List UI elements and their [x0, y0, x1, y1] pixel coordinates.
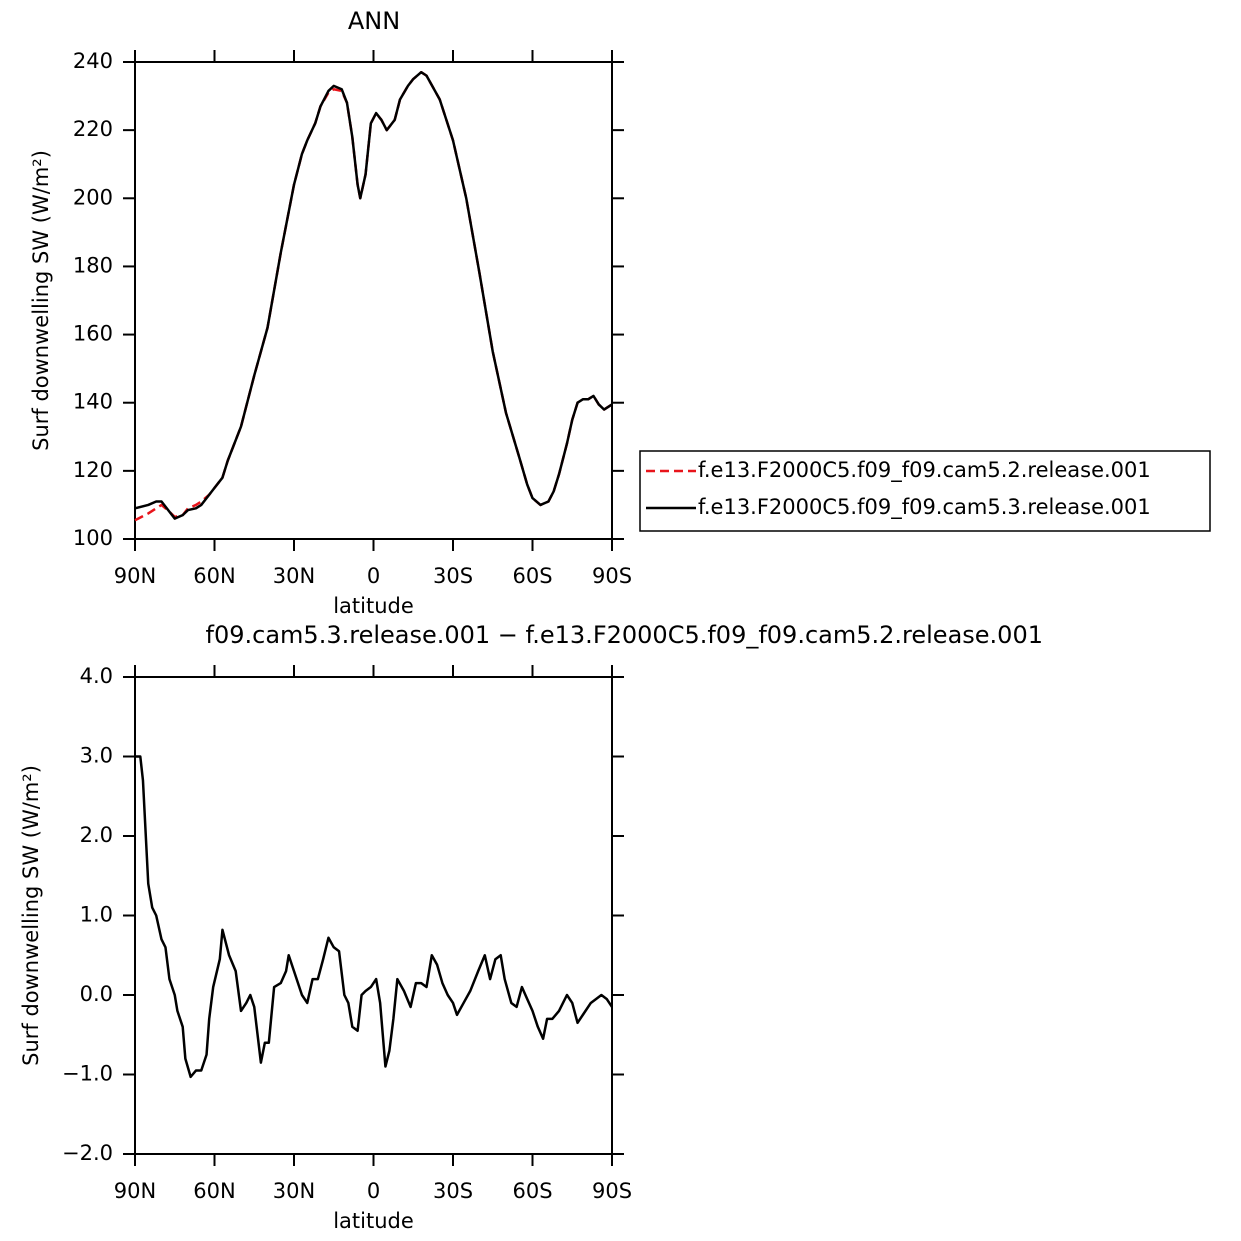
y-tick-label: −1.0	[62, 1062, 113, 1086]
x-tick-label: 60S	[512, 1179, 552, 1203]
x-tick-label: 30S	[433, 564, 473, 588]
legend-box	[639, 450, 1211, 532]
y-tick-label: 240	[73, 49, 113, 73]
x-tick-label: 30S	[433, 1179, 473, 1203]
y-tick-label: 0.0	[80, 982, 113, 1006]
x-tick-label: 0	[367, 564, 380, 588]
y-tick-label: 180	[73, 253, 113, 277]
y-axis-label: Surf downwelling SW (W/m²)	[19, 765, 43, 1066]
legend-label: f.e13.F2000C5.f09_f09.cam5.3.release.001	[698, 495, 1151, 520]
y-tick-label: 100	[73, 526, 113, 550]
y-tick-label: −2.0	[62, 1141, 113, 1165]
x-tick-label: 90N	[114, 564, 156, 588]
data-line	[135, 755, 614, 1079]
legend-label: f.e13.F2000C5.f09_f09.cam5.2.release.001	[698, 458, 1151, 483]
chart-title: f09.cam5.3.release.001 − f.e13.F2000C5.f…	[206, 621, 1043, 649]
chart-title: ANN	[348, 7, 400, 35]
x-tick-label: 30N	[273, 564, 315, 588]
x-tick-label: 60N	[193, 1179, 235, 1203]
y-tick-label: 120	[73, 458, 113, 482]
x-tick-label: 90S	[592, 1179, 632, 1203]
y-tick-label: 160	[73, 322, 113, 346]
x-tick-label: 60N	[193, 564, 235, 588]
y-tick-label: 220	[73, 117, 113, 141]
y-tick-label: 3.0	[80, 744, 113, 768]
x-axis-label: latitude	[333, 594, 414, 618]
y-tick-label: 1.0	[80, 903, 113, 927]
y-axis-label: Surf downwelling SW (W/m²)	[29, 150, 53, 451]
plot-frame	[134, 61, 613, 540]
y-tick-label: 2.0	[80, 823, 113, 847]
data-line	[134, 70, 613, 522]
x-tick-label: 30N	[273, 1179, 315, 1203]
x-axis-label: latitude	[333, 1209, 414, 1233]
y-tick-label: 4.0	[80, 664, 113, 688]
y-tick-label: 200	[73, 185, 113, 209]
x-tick-label: 90N	[114, 1179, 156, 1203]
plot-frame	[134, 676, 613, 1155]
x-tick-label: 60S	[512, 564, 552, 588]
x-tick-label: 90S	[592, 564, 632, 588]
x-tick-label: 0	[367, 1179, 380, 1203]
data-line	[134, 70, 613, 520]
y-tick-label: 140	[73, 390, 113, 414]
